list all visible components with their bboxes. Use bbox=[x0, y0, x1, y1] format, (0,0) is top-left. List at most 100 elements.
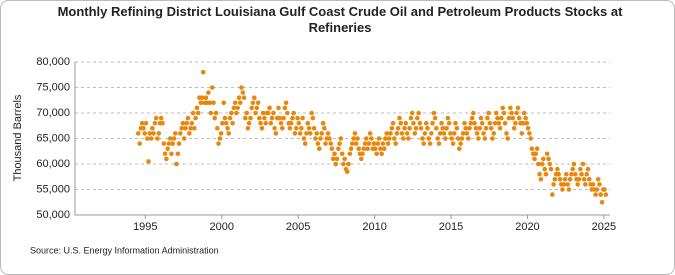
point bbox=[401, 136, 406, 141]
point bbox=[541, 156, 546, 162]
point bbox=[306, 126, 312, 131]
point bbox=[338, 136, 344, 141]
point bbox=[309, 110, 314, 116]
point bbox=[227, 115, 233, 121]
point bbox=[267, 105, 272, 111]
point bbox=[152, 120, 158, 126]
point bbox=[185, 115, 191, 121]
x-tick-label: 2020 bbox=[515, 221, 539, 233]
point bbox=[448, 131, 453, 136]
point bbox=[342, 156, 347, 162]
point bbox=[183, 126, 188, 131]
point bbox=[365, 146, 370, 151]
point bbox=[212, 115, 218, 121]
point bbox=[381, 146, 387, 151]
point bbox=[502, 120, 508, 126]
point bbox=[394, 131, 400, 136]
point bbox=[561, 182, 567, 187]
point bbox=[211, 100, 216, 106]
point bbox=[499, 115, 504, 121]
point bbox=[294, 126, 299, 131]
point bbox=[137, 141, 142, 146]
point bbox=[176, 141, 182, 146]
point bbox=[200, 69, 206, 75]
point bbox=[158, 115, 164, 121]
point bbox=[402, 126, 407, 131]
point bbox=[229, 110, 234, 116]
point bbox=[578, 166, 583, 172]
point bbox=[351, 136, 356, 141]
point bbox=[543, 171, 549, 177]
point bbox=[161, 141, 167, 146]
point bbox=[145, 136, 150, 141]
point bbox=[525, 126, 531, 131]
point bbox=[444, 126, 449, 131]
point bbox=[341, 161, 346, 167]
point bbox=[523, 115, 528, 121]
point bbox=[418, 126, 424, 131]
y-axis-label: Thousand Barrels bbox=[12, 94, 24, 181]
point bbox=[320, 120, 326, 126]
point bbox=[413, 126, 419, 131]
point bbox=[421, 141, 426, 146]
y-tick-label: 65,000 bbox=[36, 132, 70, 144]
point bbox=[156, 131, 162, 136]
point bbox=[581, 177, 587, 182]
point bbox=[420, 136, 425, 141]
point bbox=[427, 141, 433, 146]
point bbox=[260, 110, 266, 116]
point bbox=[571, 161, 577, 167]
title-box: Monthly Refining District Louisiana Gulf… bbox=[58, 4, 623, 35]
point bbox=[276, 105, 281, 111]
point bbox=[538, 177, 544, 182]
point bbox=[287, 126, 293, 131]
point bbox=[471, 110, 476, 116]
point bbox=[417, 120, 423, 126]
point bbox=[170, 141, 175, 146]
point bbox=[493, 110, 499, 116]
x-tick-label: 1995 bbox=[133, 221, 157, 233]
point bbox=[508, 105, 513, 111]
point bbox=[230, 120, 235, 126]
point bbox=[386, 136, 392, 141]
point bbox=[560, 187, 565, 192]
point bbox=[501, 110, 507, 116]
point bbox=[215, 126, 220, 131]
point bbox=[585, 166, 591, 172]
point bbox=[524, 120, 530, 126]
point bbox=[314, 131, 319, 136]
point bbox=[253, 110, 258, 116]
point bbox=[225, 126, 230, 131]
point bbox=[551, 182, 556, 187]
point bbox=[272, 126, 277, 131]
point bbox=[332, 151, 337, 157]
point bbox=[175, 151, 181, 157]
point bbox=[481, 131, 486, 136]
point bbox=[467, 126, 472, 131]
x-tick-label: 2000 bbox=[210, 221, 234, 233]
point bbox=[474, 131, 480, 136]
point bbox=[325, 131, 331, 136]
y-tick-label: 55,000 bbox=[36, 183, 70, 195]
point bbox=[555, 166, 560, 172]
point bbox=[423, 120, 429, 126]
point bbox=[528, 136, 533, 141]
point bbox=[369, 136, 374, 141]
point bbox=[207, 100, 212, 106]
point bbox=[184, 120, 190, 126]
point bbox=[477, 126, 483, 131]
point bbox=[283, 100, 289, 106]
point bbox=[323, 141, 328, 146]
point bbox=[310, 115, 316, 121]
point bbox=[562, 177, 568, 182]
point bbox=[347, 151, 353, 157]
point bbox=[473, 126, 479, 131]
point bbox=[392, 136, 397, 141]
point bbox=[505, 136, 511, 141]
point bbox=[337, 141, 342, 146]
point bbox=[194, 105, 200, 111]
point bbox=[344, 169, 350, 174]
point bbox=[180, 120, 186, 126]
point bbox=[431, 110, 437, 116]
point bbox=[245, 126, 251, 131]
